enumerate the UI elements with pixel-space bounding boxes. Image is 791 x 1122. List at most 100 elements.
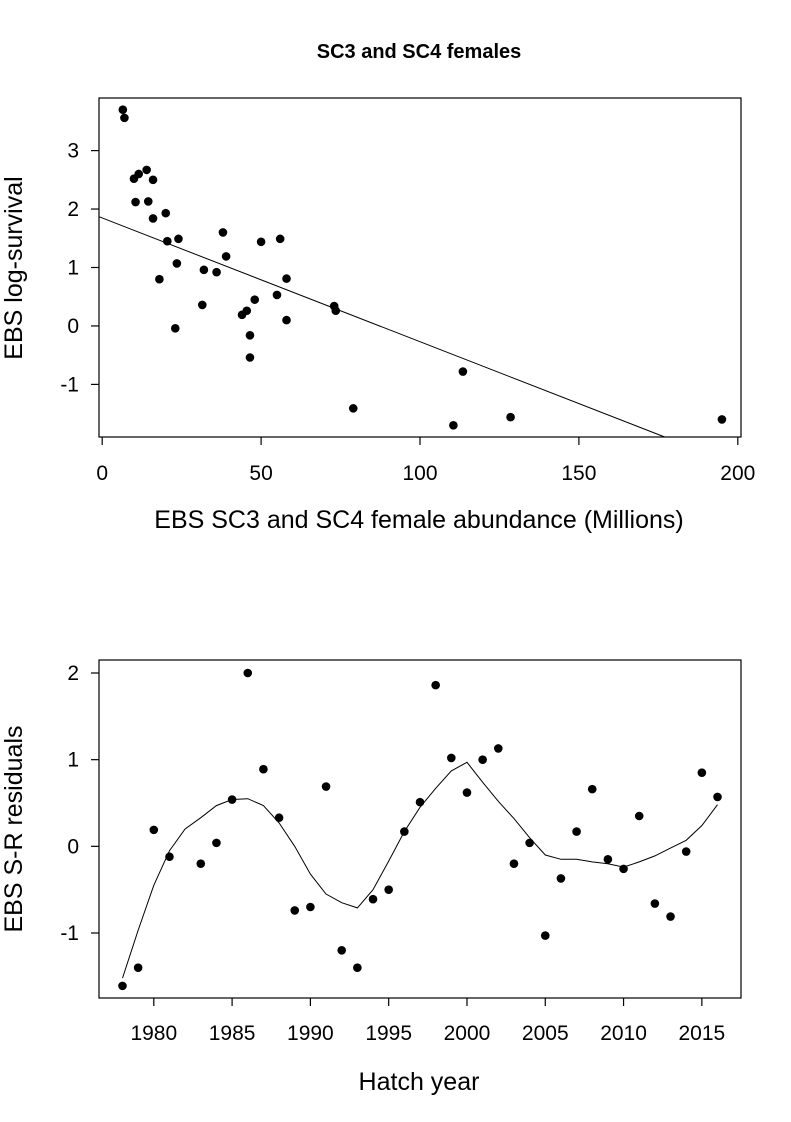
data-point: [143, 197, 153, 206]
y-tick-label: 0: [67, 315, 79, 338]
data-point: [458, 367, 468, 376]
data-point: [272, 290, 282, 300]
data-point: [525, 838, 534, 848]
data-point: [282, 315, 291, 325]
data-point: [306, 902, 315, 912]
data-point: [172, 259, 182, 268]
data-point: [245, 353, 255, 362]
data-point: [634, 811, 644, 821]
data-point: [493, 744, 503, 753]
data-point: [275, 234, 285, 244]
x-tick-label: 2010: [600, 1022, 647, 1045]
data-points: [118, 668, 722, 991]
data-point: [142, 165, 151, 175]
data-points: [118, 105, 727, 430]
data-point: [148, 214, 158, 223]
data-point: [337, 946, 347, 955]
data-point: [259, 764, 268, 774]
data-point: [697, 768, 707, 777]
data-point: [509, 859, 519, 868]
x-tick-label: 2015: [678, 1022, 725, 1045]
chart-title: SC3 and SC4 females: [317, 41, 522, 63]
data-point: [163, 236, 172, 246]
data-point: [384, 885, 393, 894]
data-point: [218, 228, 228, 237]
data-point: [713, 792, 722, 802]
data-point: [120, 113, 129, 123]
x-axis-label: Hatch year: [359, 1068, 480, 1096]
y-tick-label: 1: [67, 749, 79, 772]
x-tick-label: 1990: [287, 1022, 334, 1045]
y-tick-label: -1: [60, 922, 79, 945]
data-point: [556, 874, 566, 883]
y-axis: -1 0 1 2: [60, 662, 99, 945]
regression-line: [98, 216, 665, 438]
data-point: [242, 306, 252, 316]
data-point: [449, 421, 458, 430]
data-point: [462, 788, 472, 797]
x-tick-label: 2000: [444, 1022, 491, 1045]
fit-line-group: [98, 216, 665, 438]
data-point: [650, 899, 660, 908]
data-point: [221, 252, 231, 261]
data-point: [431, 680, 440, 690]
data-point: [131, 197, 140, 207]
data-point: [245, 331, 255, 340]
data-point: [227, 795, 237, 804]
data-point: [321, 782, 331, 791]
data-point: [118, 105, 128, 114]
data-point: [368, 894, 378, 904]
data-point: [400, 827, 409, 836]
y-axis-label: EBS log-survival: [0, 176, 28, 359]
data-point: [331, 306, 341, 316]
data-point: [587, 784, 597, 794]
panel-log-survival: SC3 and SC4 females 0 50 100 150 200 -10123 …: [0, 41, 755, 534]
data-point: [603, 855, 613, 864]
y-tick-label: 2: [67, 662, 79, 685]
x-tick-label: 1980: [130, 1022, 177, 1045]
data-point: [134, 169, 144, 179]
y-tick-label: -1: [60, 373, 79, 396]
data-point: [149, 825, 159, 835]
data-point: [212, 267, 221, 277]
panel-sr-residuals: 1980 1985 1990 1995 2000 2005 2010 2015 -1 0 1 2 H…: [0, 659, 742, 1096]
x-tick-label: 100: [402, 462, 437, 485]
data-point: [243, 668, 253, 678]
data-point: [506, 412, 515, 422]
x-axis: 1980 1985 1990 1995 2000 2005 2010 2015: [130, 998, 725, 1045]
plot-frame: [98, 97, 742, 438]
data-point: [290, 906, 300, 915]
data-point: [148, 175, 158, 185]
data-point: [196, 859, 206, 868]
data-point: [161, 208, 171, 218]
x-axis: 0 50 100 150 200: [96, 437, 755, 485]
data-point: [353, 963, 362, 972]
data-point: [282, 274, 291, 283]
x-tick-label: 1985: [209, 1022, 256, 1045]
data-point: [572, 827, 581, 836]
y-tick-label: 2: [67, 198, 79, 221]
data-point: [250, 295, 260, 304]
x-tick-label: 200: [720, 462, 755, 485]
data-point: [619, 864, 628, 874]
x-tick-label: 1995: [365, 1022, 412, 1045]
y-tick-label: 1: [67, 257, 79, 280]
data-point: [133, 963, 143, 972]
data-point: [348, 404, 358, 413]
y-axis: -1 0 1 2 3: [60, 140, 99, 396]
data-point: [256, 237, 266, 247]
y-axis-label: EBS S-R residuals: [0, 725, 28, 932]
data-point: [174, 234, 183, 244]
plot-frame: [98, 659, 742, 999]
data-point: [199, 265, 209, 275]
data-point: [717, 415, 727, 424]
data-point: [155, 274, 164, 284]
data-point: [666, 912, 675, 921]
x-tick-label: 0: [96, 462, 108, 485]
data-point: [274, 813, 284, 823]
data-point: [197, 300, 207, 310]
smooth-line-group: [122, 761, 718, 979]
data-point: [118, 981, 127, 991]
data-point: [540, 931, 550, 940]
